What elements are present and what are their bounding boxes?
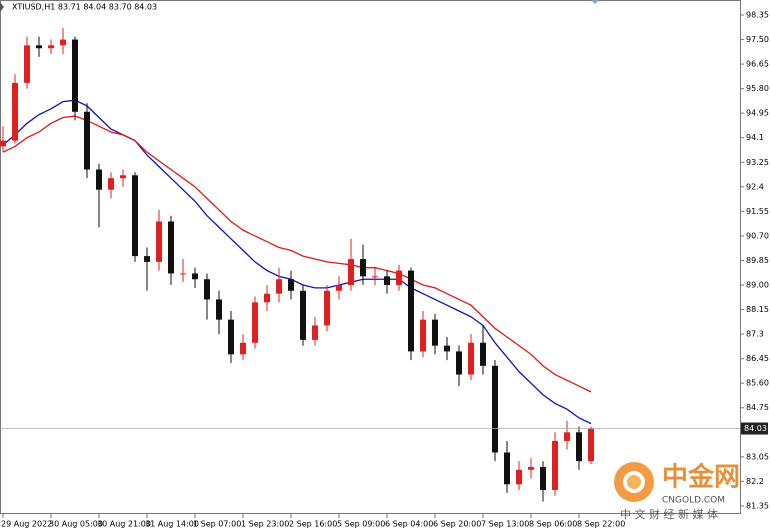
x-tick-label: 6 Sep 20:00	[433, 520, 481, 529]
y-tick-label: 95.80	[746, 84, 769, 93]
candle-body	[216, 299, 222, 320]
watermark-brand: 中金网	[662, 462, 740, 493]
y-tick-label: 81.35	[746, 501, 769, 510]
symbol-marker	[0, 2, 4, 12]
candle-body	[468, 342, 474, 375]
candle-body	[240, 342, 246, 355]
watermark: 中金网 CNGOLD.COM 中 文 财 经 新 媒 体	[614, 462, 740, 521]
y-tick-label: 91.55	[746, 207, 769, 216]
candle-body	[564, 432, 570, 441]
y-tick-label: 84.75	[746, 403, 769, 412]
candle-body	[228, 319, 234, 355]
y-tick-label: 89.85	[746, 256, 769, 265]
candle-body	[588, 428, 594, 462]
y-tick-label: 85.60	[746, 379, 769, 388]
x-tick-label: 1 Sep 07:00	[193, 520, 241, 529]
y-tick-label: 82.2	[746, 477, 764, 486]
candle-body	[504, 452, 510, 485]
candle-body	[540, 466, 546, 491]
candle-body	[12, 82, 18, 141]
x-tick-label: 5 Sep 09:00	[337, 520, 385, 529]
candle-body	[384, 276, 390, 286]
candle-body	[528, 466, 534, 470]
candle-body	[156, 221, 162, 262]
candle-body	[204, 279, 210, 300]
last-price-label: 84.03	[744, 424, 767, 433]
candle-body	[192, 273, 198, 280]
candle-body	[300, 290, 306, 340]
x-tick-label: 31 Aug 14:00	[145, 520, 199, 529]
y-tick-label: 83.05	[746, 452, 769, 461]
candle-body	[552, 440, 558, 491]
shift-marker	[591, 0, 599, 4]
y-tick-label: 86.45	[746, 354, 769, 363]
candle-body	[120, 175, 126, 179]
y-tick-label: 87.3	[746, 330, 764, 339]
candle-body	[420, 319, 426, 352]
y-tick-label: 94.1	[746, 133, 764, 142]
candle-body	[60, 39, 66, 46]
candle-body	[252, 302, 258, 343]
candle-body	[144, 256, 150, 262]
y-tick-label: 98.35	[746, 11, 769, 20]
candle-body	[324, 290, 330, 326]
candle-body	[312, 325, 318, 340]
x-tick-label: 29 Aug 2022	[1, 520, 52, 529]
x-tick-label: 8 Sep 22:00	[577, 520, 625, 529]
candle-body	[336, 285, 342, 291]
candle-body	[84, 111, 90, 170]
y-tick-label: 88.15	[746, 305, 769, 314]
y-tick-label: 92.4	[746, 182, 764, 191]
moving-average	[2, 115, 592, 393]
x-tick-label: 6 Sep 04:00	[385, 520, 433, 529]
y-tick-label: 96.65	[746, 60, 769, 69]
candle-body	[396, 270, 402, 286]
candle-body	[96, 169, 102, 190]
x-tick-label: 7 Sep 13:00	[481, 520, 529, 529]
x-tick-label: 30 Aug 21:00	[97, 520, 151, 529]
watermark-slogan: 中 文 财 经 新 媒 体	[620, 507, 718, 521]
y-tick-label: 97.50	[746, 35, 769, 44]
y-tick-label: 89.00	[746, 281, 769, 290]
candle-body	[372, 276, 378, 278]
candle-body	[492, 365, 498, 453]
chart-title: XTIUSD,H1 83.71 84.04 83.70 84.03	[12, 3, 157, 12]
candle-body	[480, 342, 486, 366]
candle-body	[456, 351, 462, 375]
y-tick-label: 93.25	[746, 158, 769, 167]
last-price-box	[741, 422, 768, 435]
x-tick-label: 2 Sep 16:00	[289, 520, 337, 529]
x-tick-label: 30 Aug 05:00	[49, 520, 103, 529]
candle-body	[24, 45, 30, 83]
x-tick-label: 1 Sep 23:00	[241, 520, 289, 529]
candle-body	[444, 345, 450, 352]
candle-body	[72, 39, 78, 112]
y-tick-label: 94.95	[746, 109, 769, 118]
candle-body	[516, 469, 522, 485]
y-tick-label: 90.70	[746, 231, 769, 240]
candle-body	[348, 259, 354, 286]
candle-body	[180, 273, 186, 275]
candle-body	[408, 270, 414, 352]
candle-body	[432, 319, 438, 346]
candle-body	[264, 293, 270, 303]
candle-body	[108, 178, 114, 190]
candle-body	[168, 221, 174, 274]
logo-core	[627, 475, 641, 489]
x-tick-label: 8 Sep 06:00	[529, 520, 577, 529]
plot-frame	[0, 0, 741, 514]
watermark-site: CNGOLD.COM	[662, 496, 725, 506]
candle-body	[132, 175, 138, 257]
candle-body	[276, 279, 282, 294]
candle-body	[0, 140, 6, 147]
candle-body	[288, 279, 294, 291]
candle-body	[36, 45, 42, 49]
candle-body	[48, 45, 54, 49]
candle-body	[576, 432, 582, 462]
moving-average	[2, 99, 592, 425]
candle-body	[360, 259, 366, 277]
